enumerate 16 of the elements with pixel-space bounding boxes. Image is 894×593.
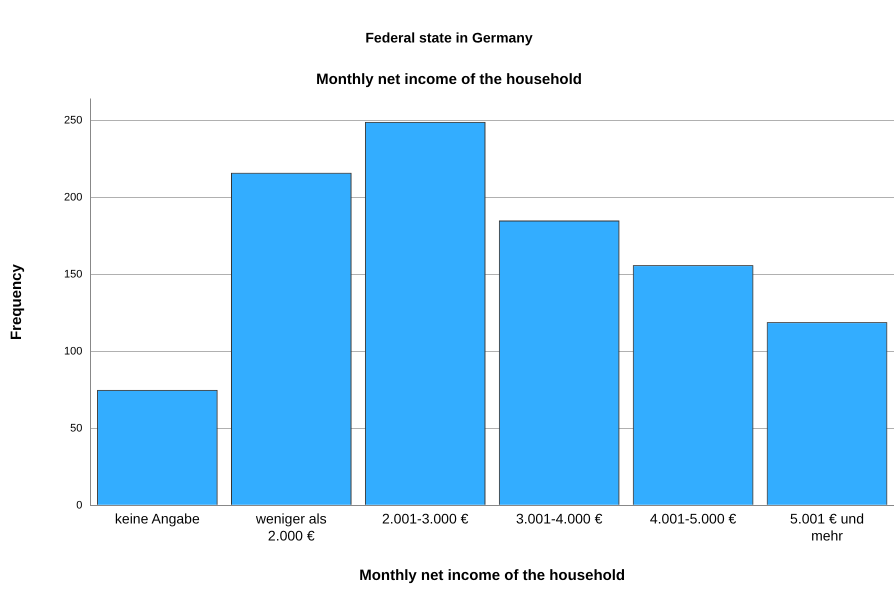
x-tick-label: keine Angabe — [114, 510, 200, 527]
x-tick-label: weniger als 2.000 € — [254, 510, 327, 544]
x-tick-label: 4.001-5.000 € — [650, 510, 737, 527]
y-tick-label: 250 — [64, 114, 82, 126]
x-tick-label: 2.001-3.000 € — [382, 510, 469, 527]
y-tick-label: 100 — [64, 345, 82, 358]
x-tick-label: 3.001-4.000 € — [516, 510, 603, 527]
y-tick-label: 200 — [64, 191, 82, 204]
chart-title: Federal state in Germany — [365, 29, 533, 46]
x-tick-label: 5.001 € und mehr — [790, 510, 864, 544]
y-tick-label: 50 — [70, 422, 82, 434]
y-tick-label: 150 — [64, 268, 82, 280]
chart-subtitle: Monthly net income of the household — [316, 70, 582, 88]
y-axis-title: Frequency — [8, 264, 26, 340]
x-axis-title: Monthly net income of the household — [359, 567, 626, 584]
y-tick-label: 0 — [76, 499, 82, 512]
